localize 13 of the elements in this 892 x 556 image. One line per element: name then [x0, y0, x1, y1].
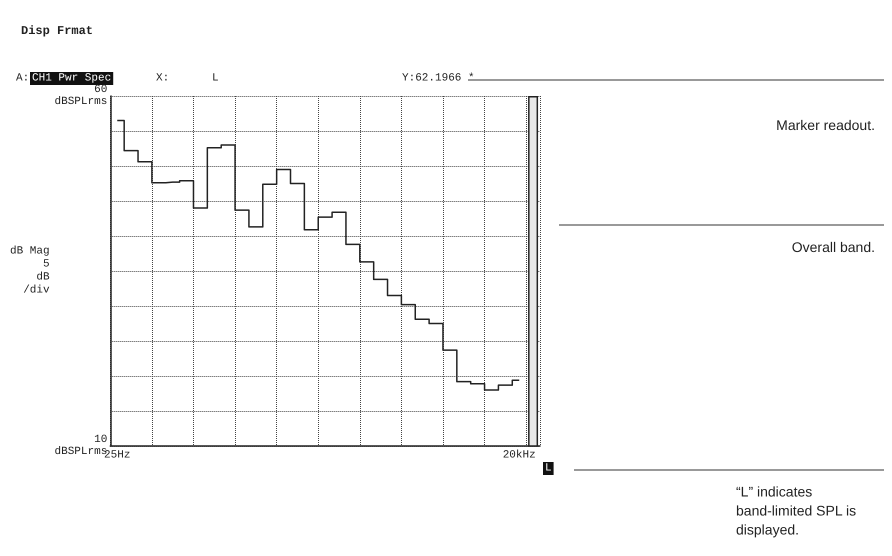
chart-title: Disp Frmat: [21, 24, 94, 38]
text: L: [212, 72, 219, 84]
text: X:: [156, 72, 170, 84]
text: L: [545, 462, 552, 474]
text: CH1 Pwr Spec: [32, 72, 112, 84]
text: Marker readout.: [776, 117, 876, 133]
text: A:: [16, 72, 30, 84]
y-axis-title: dB Mag 5 dB /div: [10, 246, 50, 296]
text: Y:62.1966 *: [402, 72, 475, 84]
text: Overall band.: [792, 239, 876, 255]
y-tick-label: 60 dBSPLrms: [54, 84, 108, 108]
text: “L” indicates band-limited SPL is displayed.: [736, 484, 856, 538]
x-tick-label: 20kHz: [502, 450, 536, 462]
